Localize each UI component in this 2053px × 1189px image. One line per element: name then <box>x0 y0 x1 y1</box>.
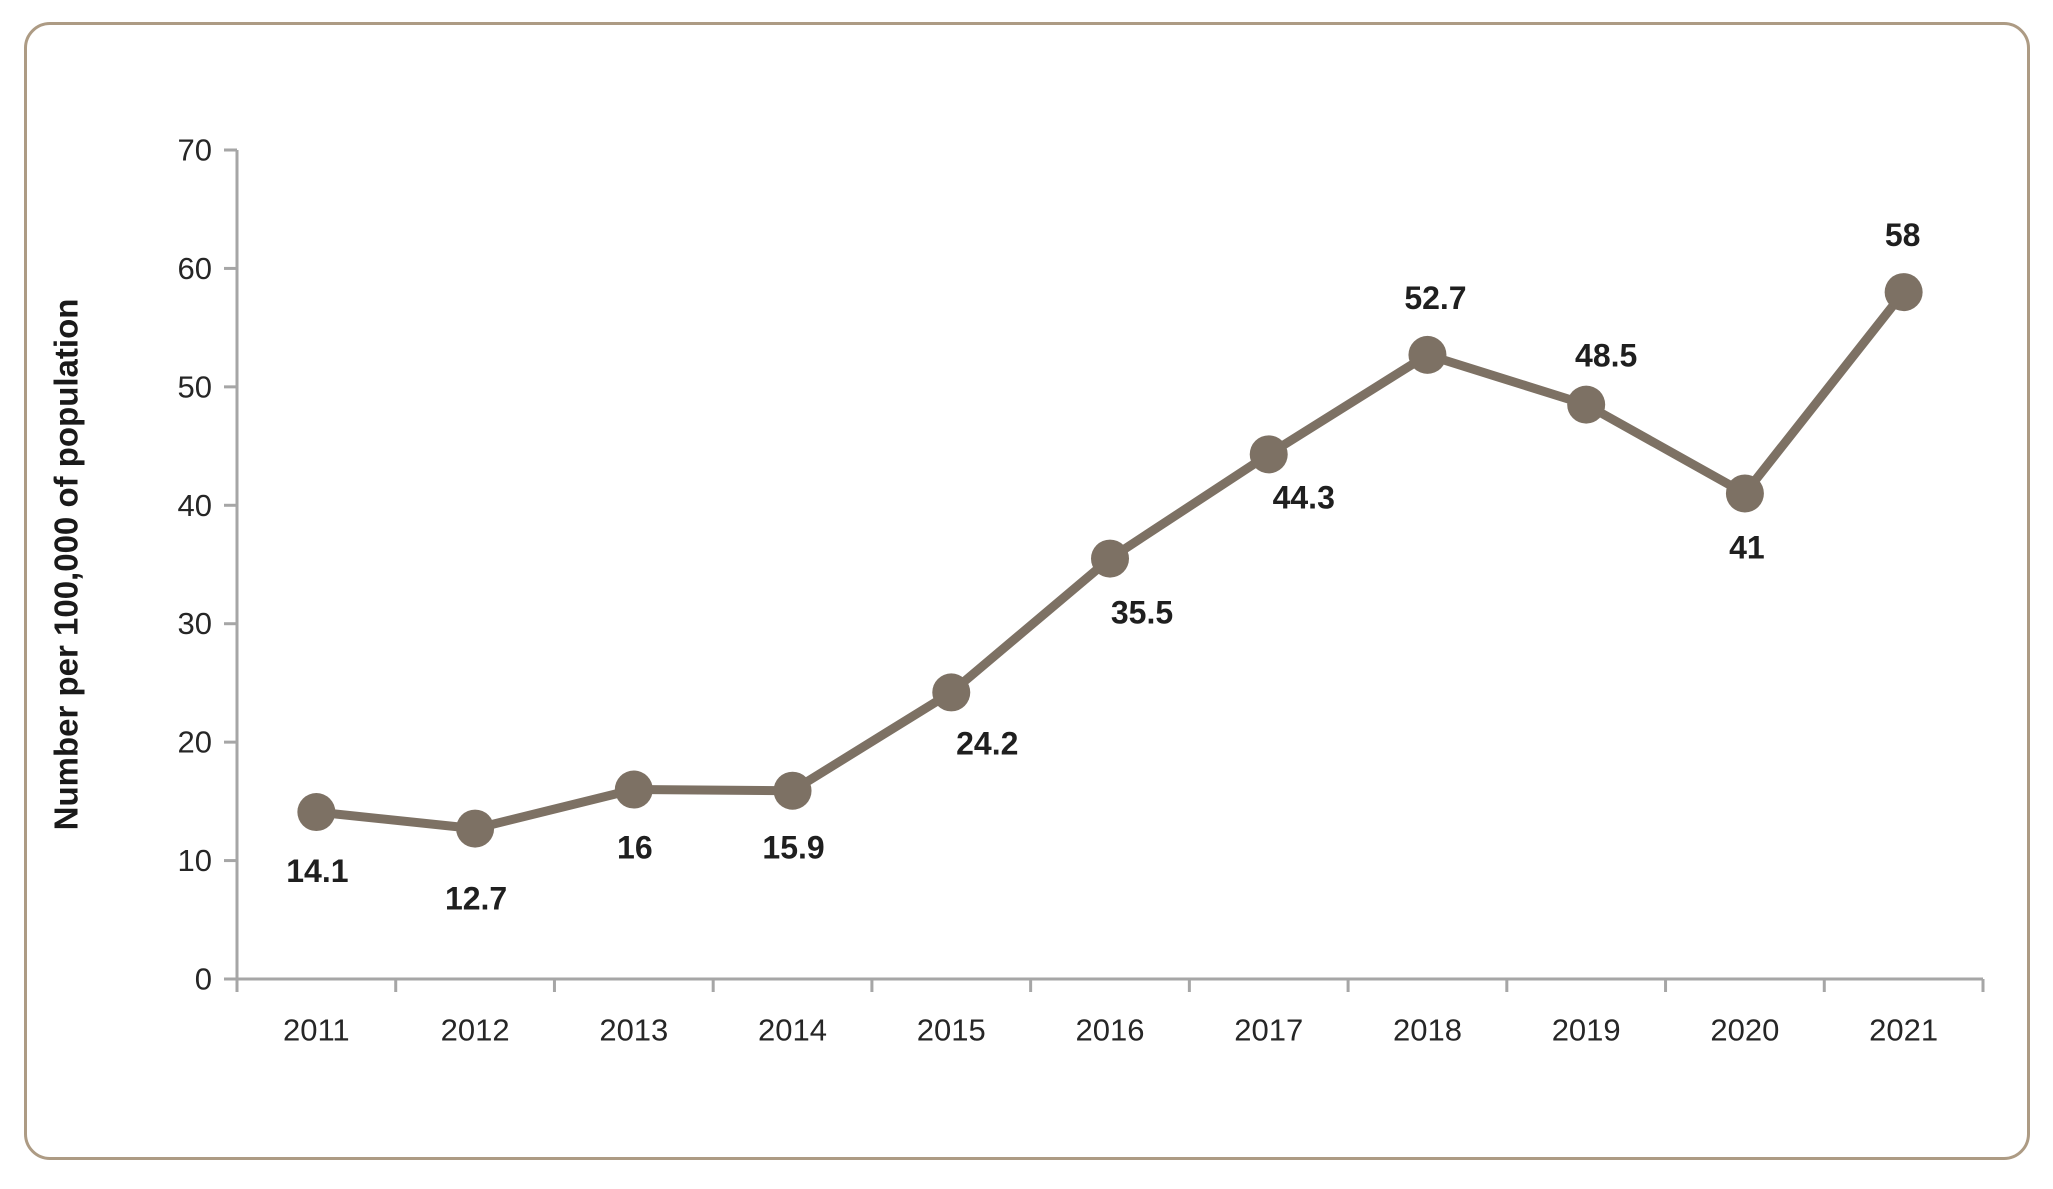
data-point <box>773 771 812 810</box>
data-point <box>1567 385 1606 424</box>
x-tick-label: 2017 <box>1234 1013 1303 1048</box>
y-tick-label: 30 <box>178 606 212 641</box>
data-point <box>297 793 336 832</box>
data-label: 14.1 <box>286 853 348 889</box>
data-point <box>1725 474 1764 513</box>
data-label: 16 <box>617 830 653 866</box>
data-point <box>1884 273 1923 312</box>
data-label: 35.5 <box>1111 595 1173 631</box>
x-tick-label: 2021 <box>1869 1013 1938 1048</box>
y-tick-label: 40 <box>178 488 212 523</box>
y-axis-title: Number per 100,000 of population <box>48 299 85 831</box>
data-label: 41 <box>1729 529 1765 565</box>
x-tick-label: 2011 <box>283 1013 350 1048</box>
y-tick-label: 0 <box>195 962 212 997</box>
x-tick-label: 2016 <box>1076 1013 1145 1048</box>
plot-area: 0 10 20 30 40 50 60 70 2011 2012 2013 2014 2015 2016 2… <box>48 133 1985 1048</box>
y-tick-label: 60 <box>178 251 212 286</box>
data-point <box>932 673 971 712</box>
data-point <box>1091 539 1129 578</box>
y-tick-label: 70 <box>178 133 212 168</box>
x-tick-label: 2012 <box>441 1013 510 1048</box>
data-label: 24.2 <box>956 725 1018 761</box>
x-tick-label: 2014 <box>758 1013 827 1048</box>
data-point <box>456 809 495 848</box>
data-point <box>1408 335 1447 374</box>
data-label: 48.5 <box>1575 338 1637 374</box>
x-tick-label: 2013 <box>599 1013 668 1048</box>
data-point <box>1249 435 1288 474</box>
y-tick-label: 10 <box>178 843 212 878</box>
x-tick-label: 2019 <box>1552 1013 1621 1048</box>
y-tick-label: 20 <box>178 725 212 760</box>
x-tick-label: 2020 <box>1710 1013 1779 1048</box>
x-tick-label: 2018 <box>1393 1013 1462 1048</box>
y-tick-label: 50 <box>178 369 212 404</box>
data-label: 58 <box>1885 217 1921 253</box>
data-label: 15.9 <box>762 830 824 866</box>
data-label: 12.7 <box>445 881 507 917</box>
chart-card <box>24 22 2030 1160</box>
data-label: 44.3 <box>1273 479 1335 515</box>
x-tick-label: 2015 <box>917 1013 986 1048</box>
data-point <box>614 770 653 809</box>
data-label: 52.7 <box>1404 280 1466 316</box>
